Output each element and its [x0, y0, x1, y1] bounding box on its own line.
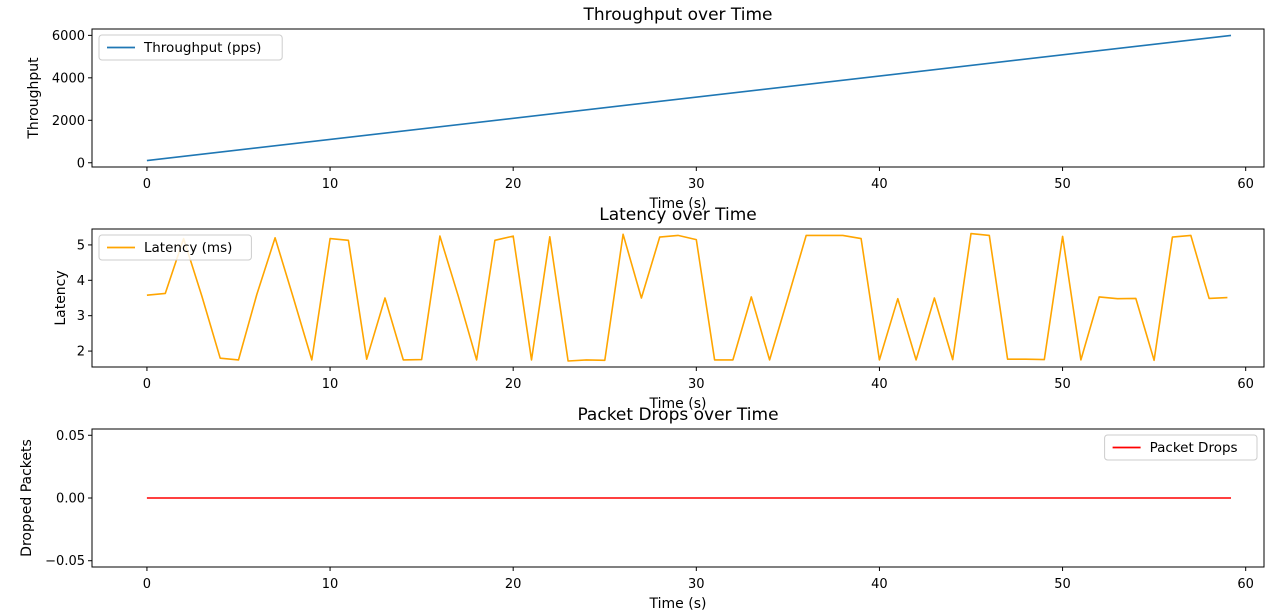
- y-tick-label: 4: [77, 274, 85, 289]
- y-tick-label: 5: [77, 238, 85, 253]
- x-tick-label: 50: [1054, 577, 1071, 592]
- x-tick-label: 10: [322, 177, 339, 192]
- x-tick-label: 0: [143, 177, 151, 192]
- y-axis-label: Latency: [53, 270, 69, 325]
- x-tick-label: 40: [871, 377, 888, 392]
- x-tick-label: 0: [143, 577, 151, 592]
- legend-box: [98, 234, 252, 261]
- legend-box: [98, 34, 283, 61]
- x-tick-label: 30: [688, 177, 705, 192]
- x-tick-label: 50: [1054, 177, 1071, 192]
- legend: Throughput (pps): [98, 34, 283, 61]
- x-tick-label: 10: [322, 377, 339, 392]
- x-tick-label: 60: [1237, 177, 1254, 192]
- chart-title: Packet Drops over Time: [577, 405, 778, 425]
- y-tick-label: −0.05: [45, 554, 85, 569]
- x-tick-label: 20: [505, 177, 522, 192]
- y-tick-label: 0: [77, 156, 85, 171]
- x-tick-label: 20: [505, 377, 522, 392]
- series-line: [146, 232, 1228, 362]
- x-tick-label: 30: [688, 377, 705, 392]
- y-tick-label: 3: [77, 309, 85, 324]
- y-tick-label: 6000: [52, 29, 85, 44]
- legend: Latency (ms): [98, 234, 252, 261]
- legend-label: Latency (ms): [144, 240, 232, 256]
- x-tick-label: 60: [1237, 577, 1254, 592]
- chart-panel-1: 0 10 20 30 40 50 60 0 2000 4000 6000 Throughput ove…: [26, 5, 1265, 212]
- y-axis-label: Throughput: [26, 57, 42, 140]
- y-axis-label: Dropped Packets: [19, 439, 35, 557]
- x-tick-label: 50: [1054, 377, 1071, 392]
- legend-box: [1104, 434, 1258, 461]
- axes-frame: [91, 228, 1265, 368]
- legend-label: Packet Drops: [1150, 440, 1238, 456]
- x-axis-label: Time (s): [649, 196, 707, 212]
- x-tick-label: 10: [322, 577, 339, 592]
- x-tick-label: 0: [143, 377, 151, 392]
- y-tick-label: 4000: [52, 71, 85, 86]
- chart-panel-3: 0 10 20 30 40 50 60 −0.05 0.00 0.05 Packet Drops o…: [19, 405, 1265, 612]
- y-tick-label: 0.05: [56, 429, 85, 444]
- chart-panel-2: 0 10 20 30 40 50 60 2 3 4 5 Latency over Time Time (…: [53, 205, 1265, 412]
- axes-frame: [91, 28, 1265, 168]
- x-tick-label: 40: [871, 577, 888, 592]
- x-tick-label: 60: [1237, 377, 1254, 392]
- legend-label: Throughput (pps): [143, 40, 261, 56]
- x-axis-label: Time (s): [649, 596, 707, 612]
- x-tick-label: 40: [871, 177, 888, 192]
- series-line: [146, 34, 1232, 162]
- x-axis-label: Time (s): [649, 396, 707, 412]
- legend: Packet Drops: [1104, 434, 1258, 461]
- x-tick-label: 20: [505, 577, 522, 592]
- x-tick-label: 30: [688, 577, 705, 592]
- y-tick-label: 0.00: [56, 492, 85, 507]
- y-tick-label: 2000: [52, 114, 85, 129]
- y-tick-label: 2: [77, 345, 85, 360]
- chart-title: Throughput over Time: [582, 5, 772, 25]
- chart-title: Latency over Time: [599, 205, 757, 225]
